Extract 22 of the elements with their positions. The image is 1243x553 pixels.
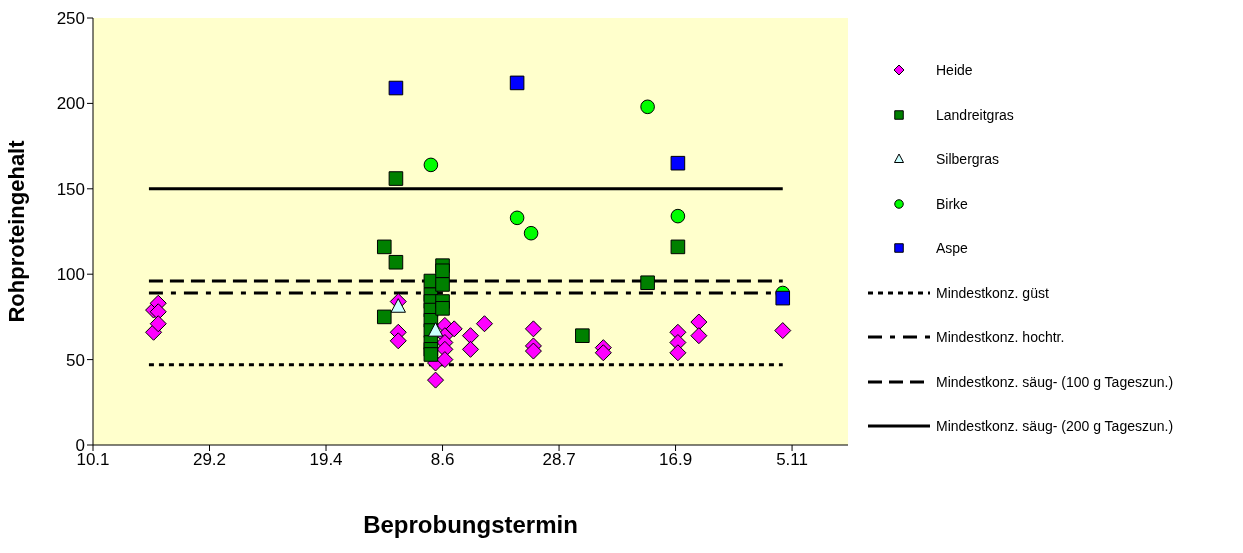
x-tick-label: 5.11 — [776, 450, 808, 470]
legend-label: Heide — [936, 62, 973, 79]
legend-label: Mindestkonz. güst — [936, 284, 1049, 301]
legend-label: Aspe — [936, 240, 968, 257]
y-tick-label: 100 — [56, 265, 85, 285]
legend-label: Landreitgras — [936, 106, 1014, 123]
legend-label: Mindestkonz. säug- (200 g Tageszun.) — [936, 418, 1174, 435]
y-tick-label: 200 — [56, 94, 85, 114]
y-tick-label: 150 — [56, 179, 85, 199]
x-tick-label: 19.4 — [309, 450, 343, 470]
legend-label: Birke — [936, 195, 968, 212]
x-tick-label: 8.6 — [430, 450, 455, 470]
legend-label: Mindestkonz. hochtr. — [936, 329, 1065, 346]
x-tick-label: 16.9 — [659, 450, 693, 470]
legend-label: Silbergras — [936, 151, 1000, 168]
y-tick-label: 250 — [56, 9, 85, 29]
legend-label: Mindestkonz. säug- (100 g Tageszun.) — [936, 373, 1174, 390]
x-tick-label: 29.2 — [192, 450, 227, 470]
x-tick-label: 28.7 — [542, 450, 576, 470]
y-axis-title: Rohproteingehalt — [3, 139, 29, 323]
y-tick-label: 50 — [66, 350, 85, 370]
x-axis-title: Beprobungstermin — [363, 511, 578, 538]
